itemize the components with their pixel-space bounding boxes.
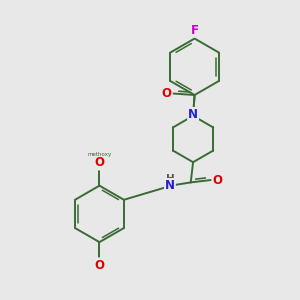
Text: O: O: [94, 156, 104, 169]
Text: F: F: [190, 24, 199, 37]
Text: methoxy: methoxy: [87, 152, 112, 157]
Text: N: N: [165, 179, 175, 192]
Text: O: O: [162, 87, 172, 100]
Text: N: N: [188, 108, 198, 121]
Text: O: O: [212, 173, 223, 187]
Text: H: H: [166, 174, 174, 184]
Text: O: O: [94, 259, 104, 272]
